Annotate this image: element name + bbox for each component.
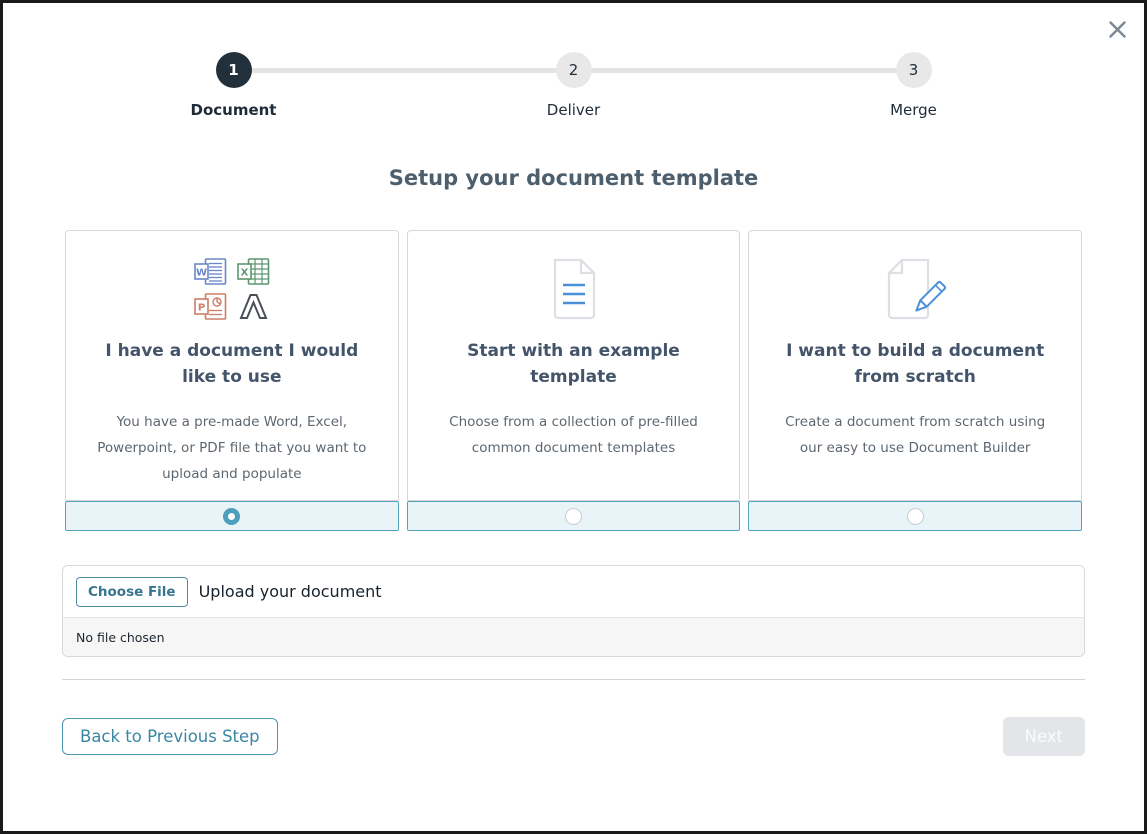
wizard-stepper: 1 Document 2 Deliver 3 Merge	[3, 52, 1144, 119]
option-example-radio-bar[interactable]	[406, 501, 741, 531]
option-scratch-radio[interactable]	[906, 507, 924, 525]
file-upload-box: Choose File Upload your document No file…	[62, 565, 1085, 657]
option-scratch-radio-bar[interactable]	[748, 501, 1083, 531]
document-lines-icon	[432, 256, 716, 322]
step-merge-label: Merge	[890, 101, 937, 119]
svg-text:X: X	[240, 267, 248, 278]
page-title: Setup your document template	[388, 166, 759, 190]
modal-footer: Back to Previous Step Next	[62, 717, 1085, 756]
option-example-description: Choose from a collection of pre-filled c…	[449, 413, 698, 456]
option-card-example-template[interactable]: Start with an example template Choose fr…	[406, 230, 741, 531]
template-option-cards: W X	[65, 230, 1083, 531]
excel-file-icon: X	[237, 257, 270, 285]
footer-divider	[62, 679, 1085, 680]
step-merge-circle: 3	[895, 52, 932, 88]
option-upload-heading: I have a document I would like to use	[105, 341, 359, 388]
step-deliver[interactable]: 2 Deliver	[250, 52, 744, 119]
office-file-icons: W X	[90, 256, 374, 322]
close-button[interactable]	[1105, 17, 1129, 41]
option-card-build-from-scratch[interactable]: I want to build a document from scratch …	[748, 230, 1083, 531]
option-example-heading: Start with an example template	[467, 341, 680, 388]
step-merge[interactable]: 3 Merge	[590, 52, 1084, 119]
adobe-file-icon	[239, 294, 268, 320]
step-document-circle: 1	[215, 52, 252, 88]
option-scratch-heading: I want to build a document from scratch	[786, 341, 1045, 388]
file-status-row: No file chosen	[63, 617, 1084, 656]
option-scratch-description: Create a document from scratch using our…	[785, 413, 1046, 456]
word-file-icon: W	[194, 257, 227, 285]
document-pencil-icon	[773, 256, 1057, 322]
option-card-upload-document[interactable]: W X	[65, 230, 399, 531]
option-card-scratch-body: I want to build a document from scratch …	[748, 230, 1083, 501]
option-upload-description: You have a pre-made Word, Excel, Powerpo…	[97, 413, 367, 483]
upload-prompt-label: Upload your document	[198, 582, 382, 601]
file-status-text: No file chosen	[76, 629, 165, 645]
option-example-radio[interactable]	[565, 507, 582, 525]
back-button[interactable]: Back to Previous Step	[62, 718, 278, 755]
step-document[interactable]: 1 Document	[64, 52, 404, 119]
option-upload-radio[interactable]	[223, 507, 241, 525]
file-upload-row: Choose File Upload your document	[63, 566, 1084, 617]
option-upload-radio-bar[interactable]	[65, 501, 399, 531]
choose-file-button[interactable]: Choose File	[76, 576, 188, 607]
svg-text:P: P	[198, 303, 205, 314]
step-document-label: Document	[190, 101, 277, 119]
step-deliver-circle: 2	[555, 52, 592, 88]
svg-text:W: W	[196, 267, 207, 278]
close-icon	[1108, 20, 1126, 38]
step-deliver-label: Deliver	[546, 101, 601, 119]
option-card-upload-body: W X	[65, 230, 399, 501]
next-button[interactable]: Next	[1002, 717, 1085, 756]
option-card-example-body: Start with an example template Choose fr…	[406, 230, 741, 501]
powerpoint-file-icon: P	[194, 293, 227, 321]
